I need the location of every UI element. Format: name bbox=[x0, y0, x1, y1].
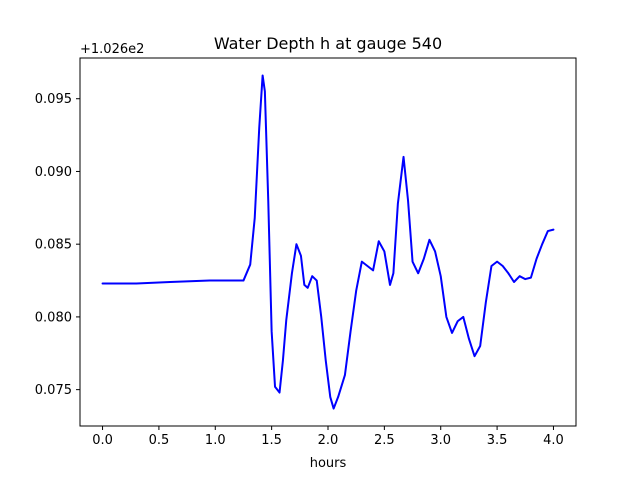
x-tick-label: 3.5 bbox=[487, 433, 508, 448]
x-tick-label: 0.0 bbox=[92, 433, 113, 448]
x-axis-label: hours bbox=[310, 456, 347, 471]
y-tick-label: 0.085 bbox=[35, 238, 72, 253]
plot-area: 0.0 0.5 1.0 1.5 2.0 2.5 3.0 3.5 4.0 0.075 0.080 0.0… bbox=[35, 57, 577, 448]
x-tick-label: 1.5 bbox=[261, 433, 282, 448]
y-tick-label: 0.095 bbox=[35, 92, 72, 107]
x-tick-label: 2.0 bbox=[318, 433, 339, 448]
x-tick-label: 4.0 bbox=[543, 433, 564, 448]
y-offset-label: +1.026e2 bbox=[80, 42, 144, 57]
y-tick-label: 0.075 bbox=[35, 383, 72, 398]
x-tick-label: 3.0 bbox=[430, 433, 451, 448]
y-tick-label: 0.080 bbox=[35, 310, 72, 325]
x-tick-label: 2.5 bbox=[374, 433, 395, 448]
series-line bbox=[101, 74, 555, 410]
x-tick-label: 1.0 bbox=[205, 433, 226, 448]
x-tick-label: 0.5 bbox=[149, 433, 170, 448]
y-tick-label: 0.090 bbox=[35, 165, 72, 180]
chart-title: Water Depth h at gauge 540 bbox=[214, 34, 442, 53]
